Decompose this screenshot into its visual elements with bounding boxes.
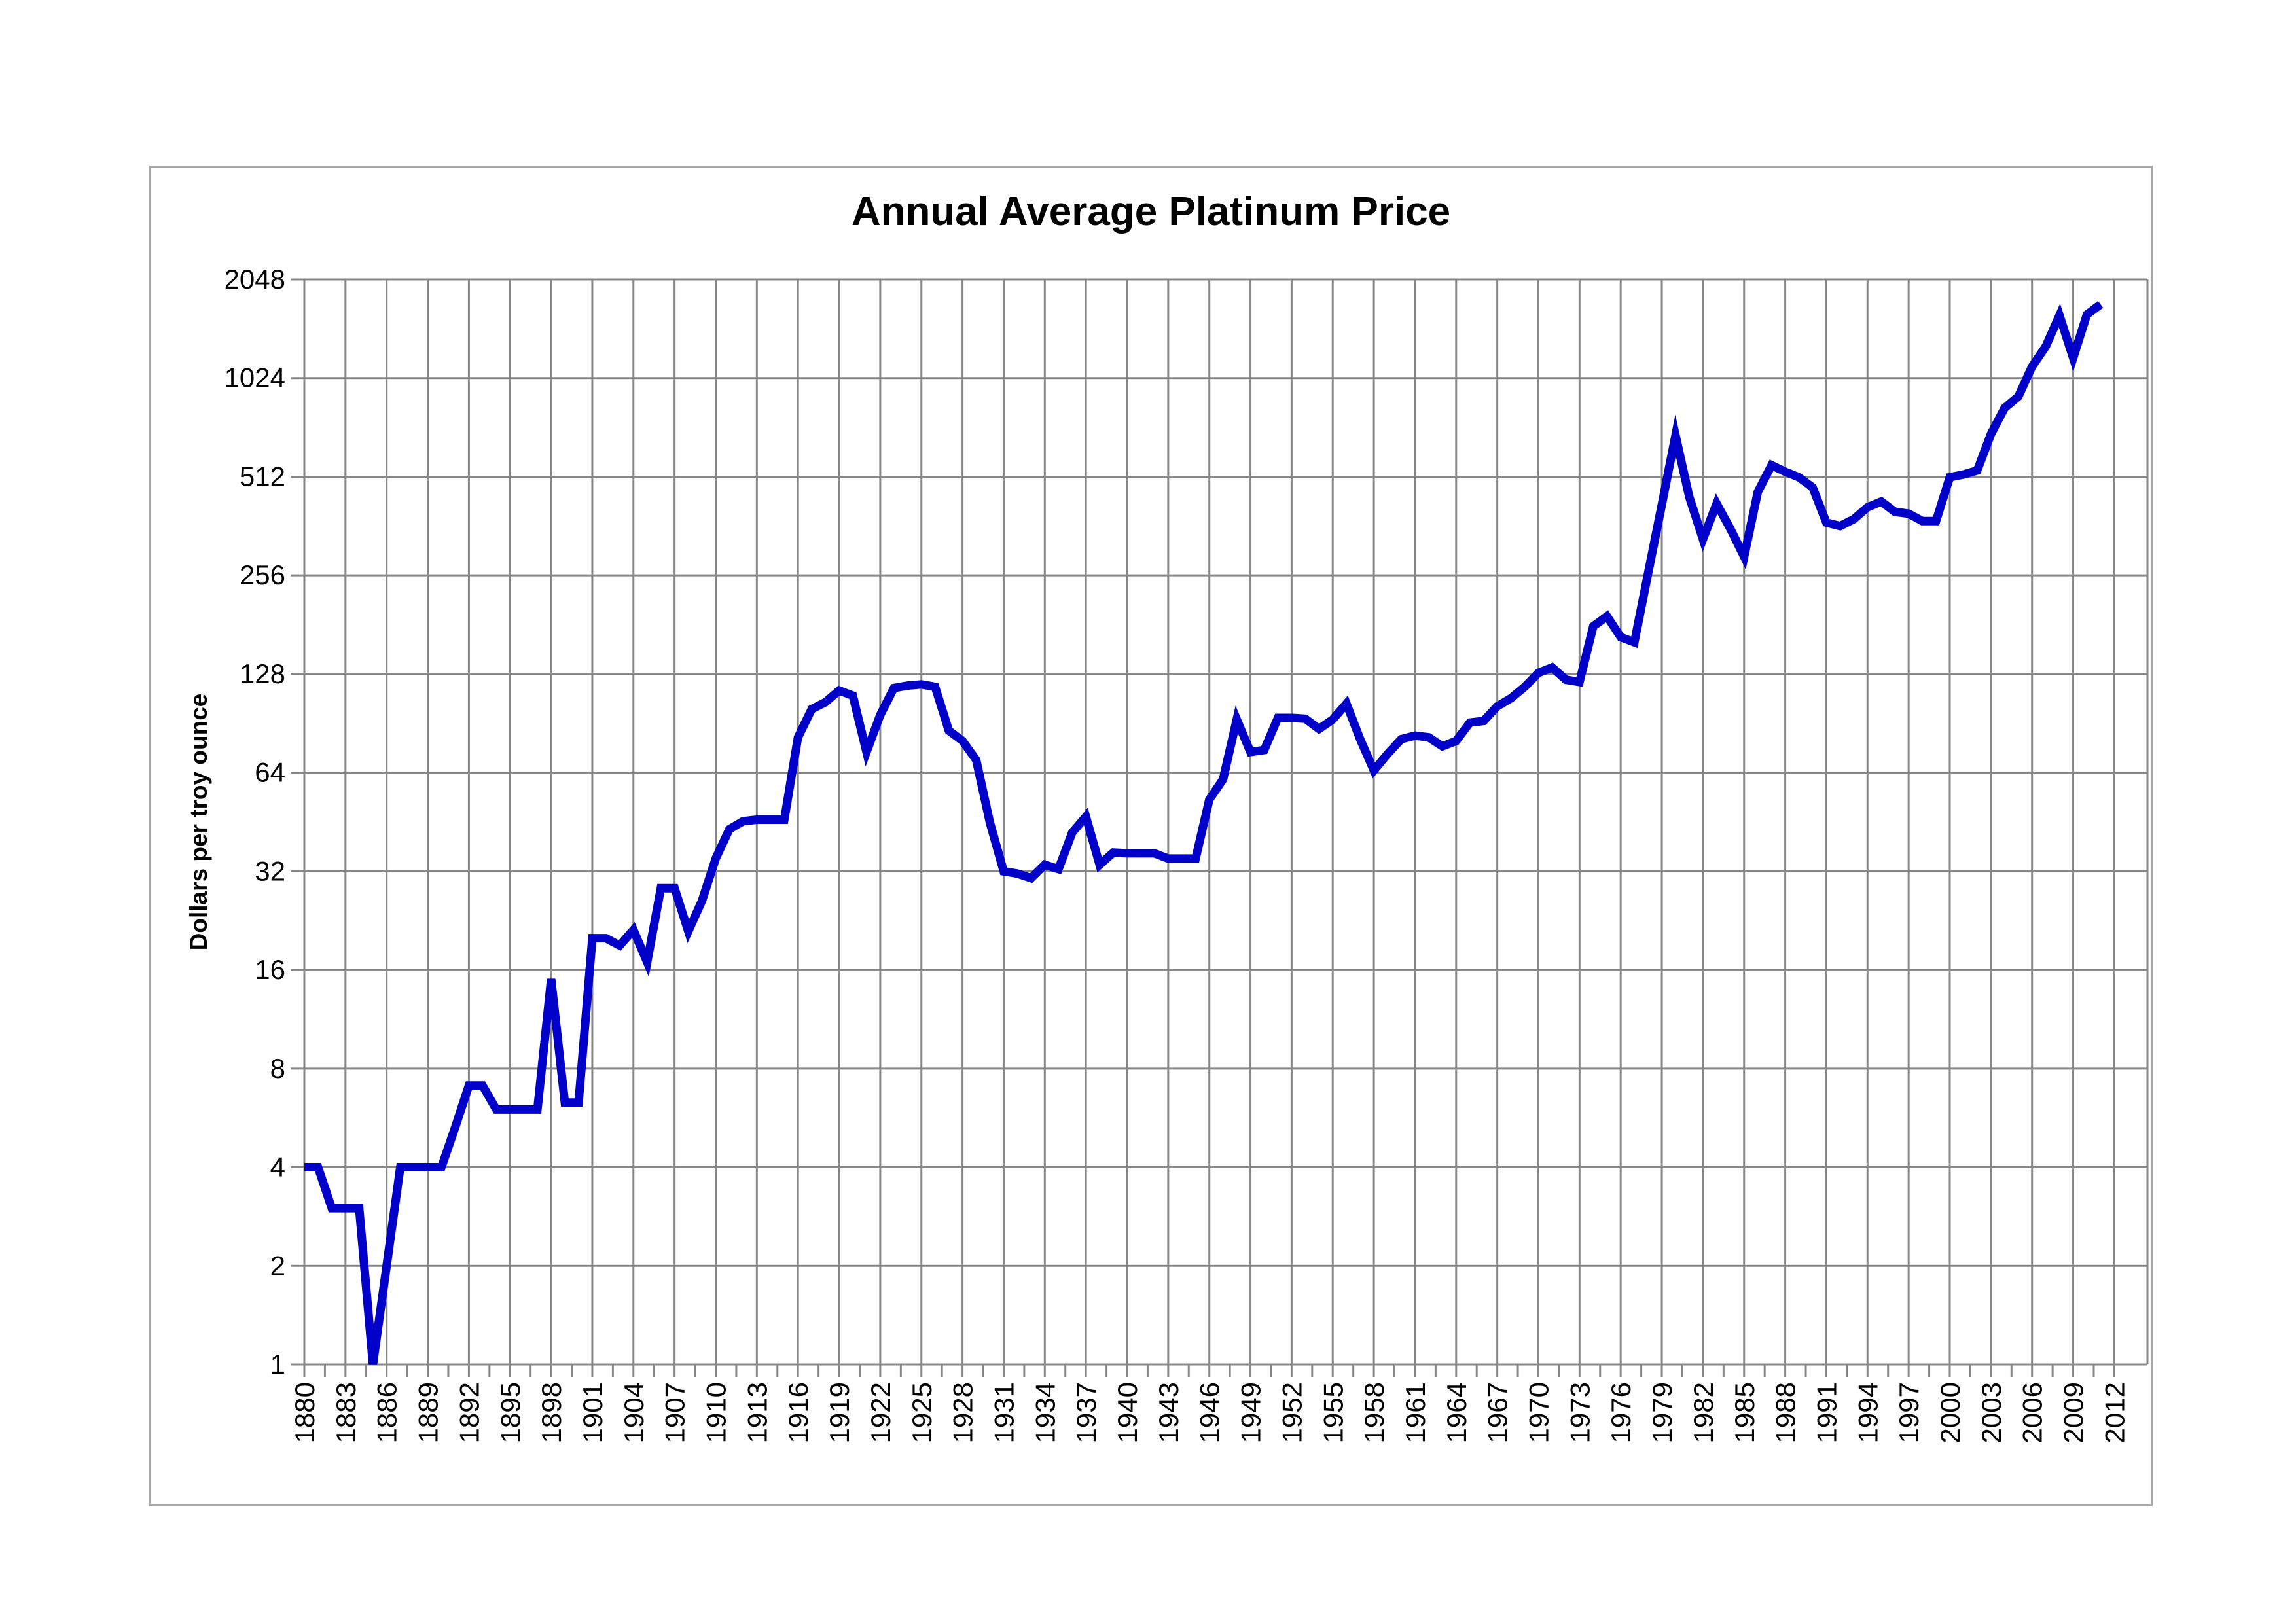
y-tick-label: 8 [270, 1053, 285, 1084]
x-tick-label: 1913 [742, 1382, 772, 1443]
x-tick-label: 1916 [783, 1382, 814, 1443]
y-tick-label: 512 [240, 461, 285, 491]
x-tick-label: 1946 [1194, 1382, 1225, 1443]
x-tick-label: 2006 [2017, 1382, 2048, 1443]
x-tick-label: 1919 [824, 1382, 855, 1443]
x-tick-label: 2012 [2099, 1382, 2130, 1443]
y-tick-label: 4 [270, 1152, 285, 1183]
x-tick-label: 1889 [413, 1382, 444, 1443]
x-tick-label: 1967 [1482, 1382, 1513, 1443]
x-tick-label: 1949 [1236, 1382, 1266, 1443]
y-tick-label: 128 [240, 658, 285, 689]
chart-title: Annual Average Platinum Price [851, 189, 1451, 234]
y-tick-label: 1024 [224, 363, 285, 393]
x-tick-label: 1952 [1276, 1382, 1307, 1443]
x-tick-label: 1988 [1770, 1382, 1801, 1443]
x-tick-label: 1910 [701, 1382, 732, 1443]
y-tick-label: 256 [240, 560, 285, 590]
x-tick-label: 1886 [372, 1382, 403, 1443]
x-tick-label: 1901 [577, 1382, 608, 1443]
x-tick-label: 1970 [1524, 1382, 1554, 1443]
y-tick-label: 32 [255, 855, 285, 886]
x-tick-label: 2003 [1976, 1382, 2007, 1443]
y-tick-label: 2048 [224, 264, 285, 294]
x-tick-label: 1976 [1605, 1382, 1636, 1443]
x-tick-label: 1883 [331, 1382, 361, 1443]
x-tick-label: 2009 [2058, 1382, 2089, 1443]
x-tick-label: 2000 [1935, 1382, 1965, 1443]
x-tick-label: 1934 [1030, 1382, 1060, 1443]
x-tick-label: 1940 [1112, 1382, 1143, 1443]
x-tick-label: 1937 [1071, 1382, 1102, 1443]
price-line-series [304, 300, 2104, 1365]
x-tick-label: 1922 [865, 1382, 896, 1443]
x-tick-label: 1982 [1688, 1382, 1719, 1443]
y-tick-label: 2 [270, 1250, 285, 1281]
x-tick-label: 1994 [1852, 1382, 1883, 1443]
x-tick-label: 1907 [660, 1382, 691, 1443]
x-tick-label: 1985 [1729, 1382, 1760, 1443]
x-tick-label: 1991 [1811, 1382, 1842, 1443]
x-tick-label: 1928 [948, 1382, 978, 1443]
x-tick-label: 1931 [988, 1382, 1019, 1443]
x-tick-label: 1961 [1400, 1382, 1431, 1443]
x-tick-label: 1943 [1153, 1382, 1184, 1443]
y-tick-label: 64 [255, 757, 285, 788]
x-tick-label: 1958 [1359, 1382, 1390, 1443]
y-tick-label: 1 [270, 1349, 285, 1380]
x-tick-label: 1955 [1318, 1382, 1348, 1443]
y-tick-label: 16 [255, 954, 285, 985]
x-tick-label: 1997 [1893, 1382, 1924, 1443]
x-tick-label: 1898 [536, 1382, 567, 1443]
x-tick-label: 1964 [1441, 1382, 1472, 1443]
x-tick-label: 1895 [495, 1382, 526, 1443]
x-tick-label: 1892 [454, 1382, 484, 1443]
x-tick-label: 1925 [906, 1382, 937, 1443]
x-tick-label: 1979 [1647, 1382, 1677, 1443]
x-tick-label: 1904 [619, 1382, 649, 1443]
chart-area [149, 166, 2153, 1506]
x-tick-label: 1880 [289, 1382, 320, 1443]
x-tick-label: 1973 [1564, 1382, 1595, 1443]
